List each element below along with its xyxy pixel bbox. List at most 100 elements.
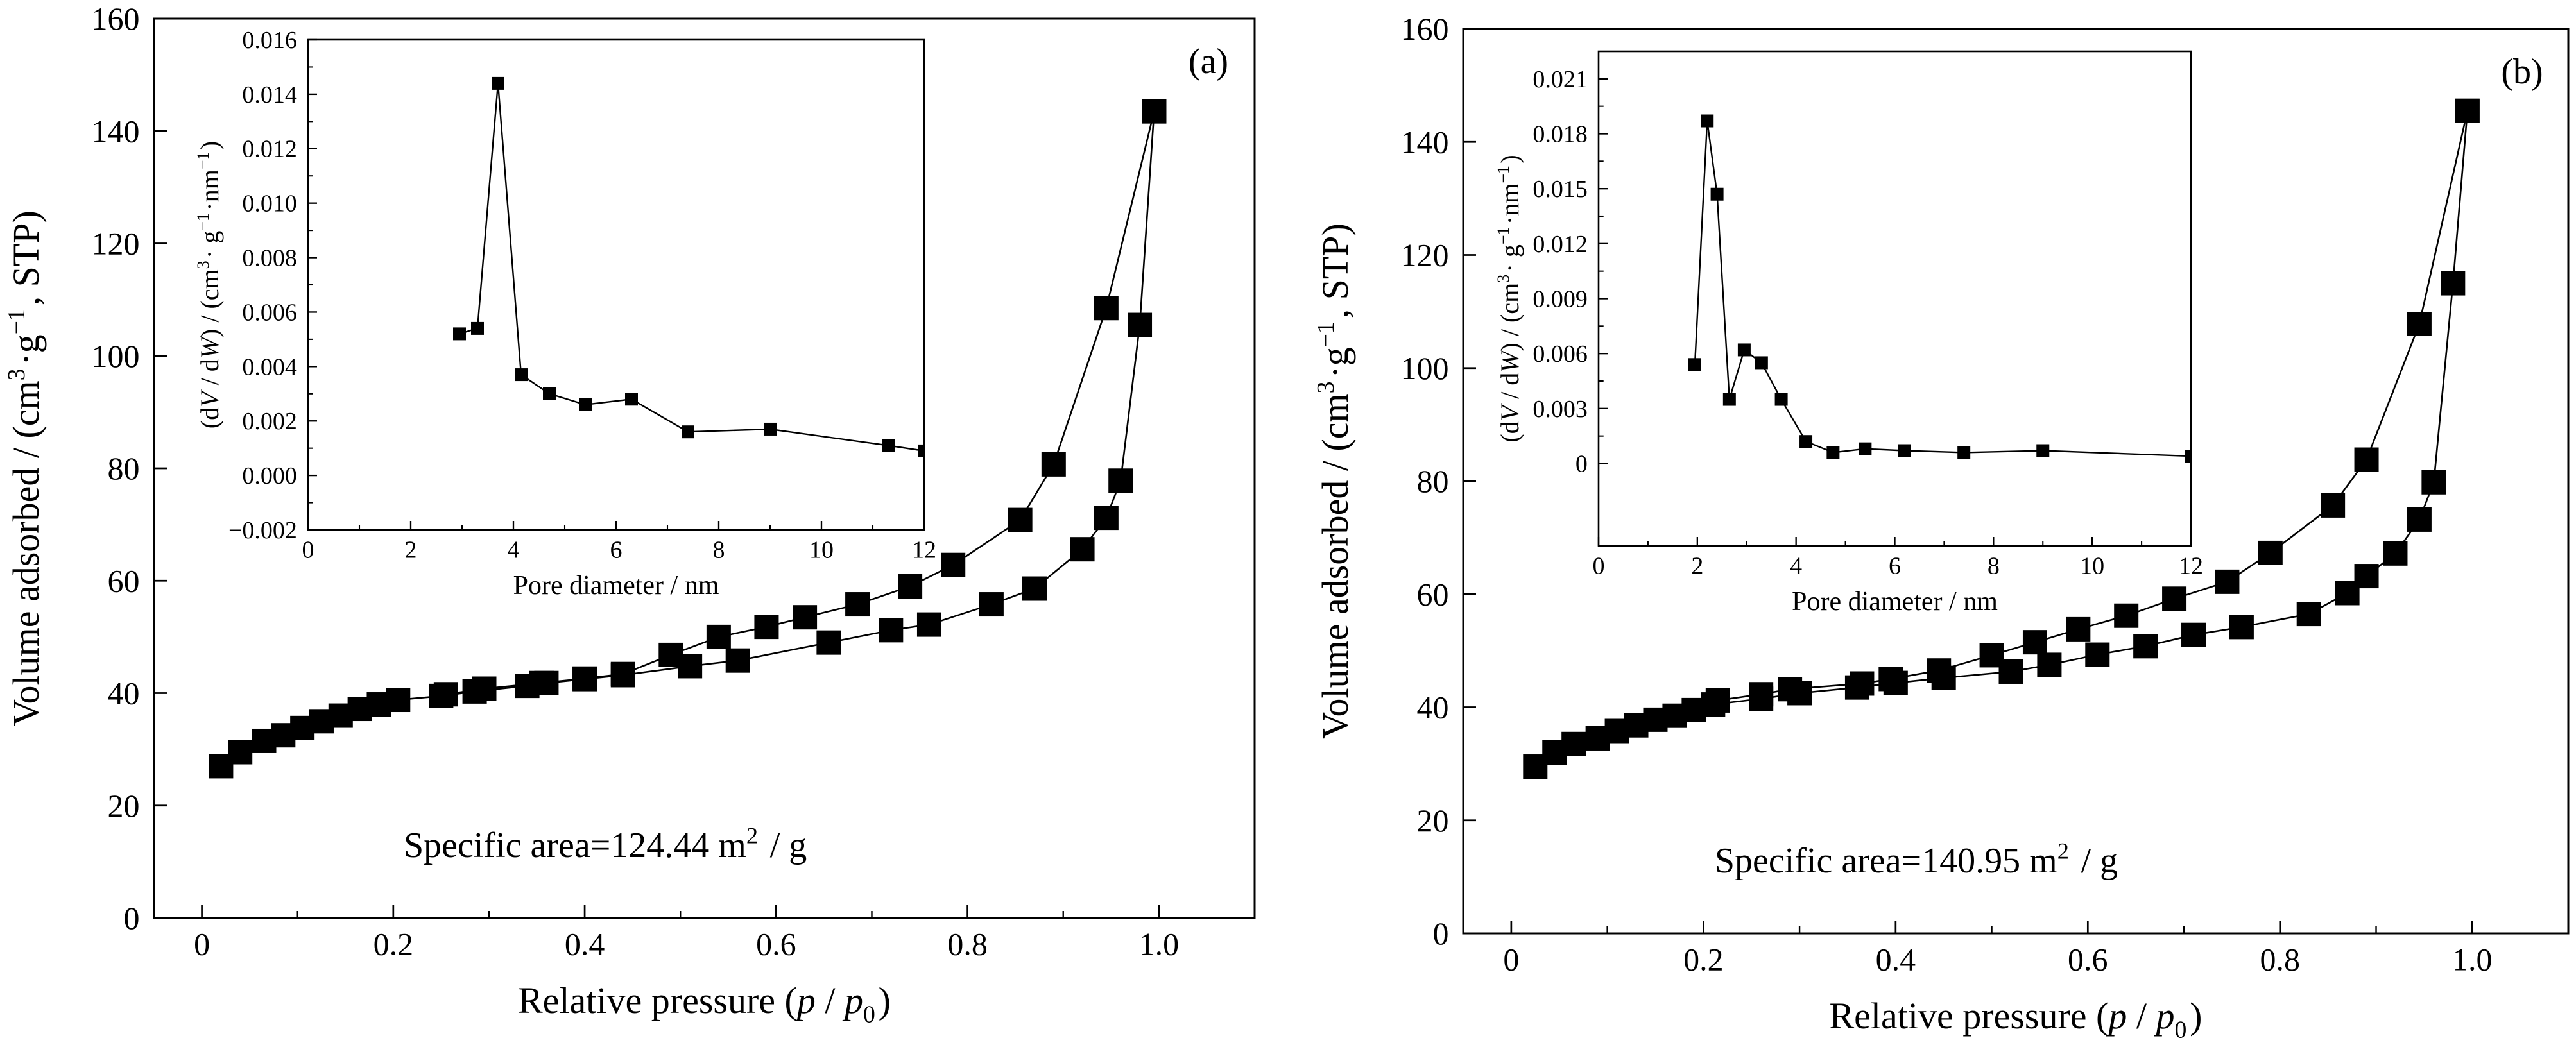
inset-y-tick-label: 0.012	[242, 136, 297, 163]
isotherm-data-point	[845, 592, 870, 617]
main-y-tick-label: 100	[92, 338, 140, 374]
main-x-axis-label: Relative pressure (p / p0 )	[518, 980, 891, 1028]
main-x-axis-label: Relative pressure (p / p0 )	[1830, 995, 2202, 1044]
main-y-tick-label: 120	[92, 226, 140, 262]
isotherm-data-point	[2455, 98, 2480, 123]
inset-data-point	[515, 368, 528, 382]
inset-x-tick-label: 8	[1988, 553, 2000, 580]
isotherm-data-point	[2321, 493, 2346, 518]
isotherm-data-point	[1979, 643, 2004, 668]
inset-y-tick-label: 0.008	[242, 244, 297, 271]
isotherm-data-point	[228, 740, 253, 765]
inset-background	[1599, 51, 2191, 546]
isotherm-data-point	[472, 676, 497, 701]
inset-data-point	[1799, 435, 1813, 448]
isotherm-data-point	[610, 661, 635, 686]
specific-area-annotation: Specific area=124.44 m2 / g	[404, 823, 807, 865]
inset-data-point	[1737, 343, 1751, 357]
isotherm-data-point	[2407, 312, 2432, 337]
isotherm-data-point	[1561, 731, 1586, 756]
inset-x-tick-label: 6	[1889, 553, 1901, 580]
isotherm-data-point	[979, 592, 1004, 617]
isotherm-data-point	[572, 666, 597, 691]
isotherm-data-point	[1878, 667, 1903, 692]
main-y-axis-label: Volume adsorbed / (cm3 ·g−1 , STP)	[3, 210, 47, 726]
main-x-tick-label: 0.2	[1683, 942, 1724, 978]
inset-data-point	[1722, 393, 1736, 406]
isotherm-data-point	[916, 612, 941, 637]
panel-b: 0 0.2 0.4 0.6 0.8 1.0020406080100120140160Rel…	[1312, 11, 2570, 1044]
inset-data	[1688, 114, 2191, 463]
isotherm-data-point	[1108, 468, 1133, 493]
inset-y-tick-label: 0.018	[1533, 121, 1588, 148]
isotherm-data-point	[2421, 470, 2446, 495]
inset-x-axis-label: Pore diameter / nm	[513, 571, 719, 600]
inset-data-point	[1755, 356, 1768, 370]
inset-x-tick-label: 6	[610, 537, 623, 564]
main-x-tick-label: 0	[194, 926, 210, 962]
panel-a: 0 0.2 0.4 0.6 0.8 1.0020406080100120140160Rel…	[3, 1, 1256, 1028]
main-x-tick-label: 0.2	[374, 926, 414, 962]
main-x-tick-label: 1.0	[1139, 926, 1180, 962]
isotherm-data-point	[754, 615, 779, 640]
isotherm-data-point	[1070, 537, 1095, 562]
main-y-tick-label: 0	[1433, 915, 1449, 951]
inset-y-tick-label: 0.016	[242, 27, 297, 54]
inset-data-point	[682, 425, 694, 439]
isotherm-data-point	[529, 670, 554, 695]
isotherm-data-point	[433, 682, 458, 707]
specific-area-annotation: Specific area=140.95 m2 / g	[1715, 838, 2118, 881]
inset-y-tick-label: 0	[1576, 450, 1588, 477]
inset-data-point	[625, 393, 638, 406]
isotherm-data-point	[2407, 507, 2432, 532]
inset-x-tick-label: 10	[2080, 553, 2104, 580]
main-x-tick-label: 0	[1503, 942, 1519, 978]
inset-y-tick-label: 0.012	[1533, 231, 1588, 258]
isotherm-data-point	[2133, 634, 2158, 659]
isotherm-data-point	[898, 574, 923, 599]
main-x-tick-label: 0.4	[1876, 942, 1916, 978]
main-x-tick-label: 0.6	[756, 926, 796, 962]
inset-data-point	[1688, 358, 1701, 371]
inset-data-point	[2185, 450, 2191, 463]
inset-y-tick-label: −0.002	[228, 517, 297, 544]
isotherm-data-point	[2354, 564, 2379, 589]
inset-data-point	[882, 439, 895, 452]
main-y-tick-label: 100	[1401, 350, 1449, 386]
inset-y-tick-label: 0.000	[242, 463, 297, 489]
inset-y-tick-label: 0.004	[242, 353, 297, 380]
isotherm-data-point	[2114, 603, 2139, 628]
inset-y-tick-label: 0.010	[242, 191, 297, 217]
inset-data-point	[471, 321, 484, 335]
isotherm-data-point	[879, 618, 904, 643]
inset-y-tick-label: 0.014	[242, 81, 297, 108]
isotherm-data-point	[1778, 677, 1803, 702]
inset-x-tick-label: 8	[713, 537, 725, 564]
inset-plot: 0 2 4 6 8 10 12 −0.002 0.000 0.002 0.004 0.006 0.008…	[194, 27, 936, 600]
inset-data-point	[2036, 444, 2050, 457]
isotherm-data-point	[816, 630, 841, 655]
isotherm-data-point	[2162, 586, 2187, 611]
isotherm-data-point	[2037, 652, 2062, 677]
inset-x-tick-label: 4	[1790, 553, 1802, 580]
inset-y-axis-label: (dV / dW) / (cm3 · g−1 ·nm−1 )	[1494, 155, 1524, 442]
inset-x-tick-label: 2	[1691, 553, 1703, 580]
main-y-tick-label: 160	[1401, 11, 1449, 47]
inset-x-tick-label: 12	[912, 537, 936, 564]
inset-plot: 0 2 4 6 8 10 12 0 0.003 0.006 0.009 0.012 0.015 0.018…	[1494, 50, 2203, 616]
inset-x-tick-label: 4	[508, 537, 520, 564]
isotherm-data-point	[706, 624, 731, 649]
main-y-tick-label: 140	[1401, 124, 1449, 160]
main-y-tick-label: 80	[108, 450, 140, 486]
main-x-tick-label: 0.8	[947, 926, 988, 962]
isotherm-data-point	[658, 642, 683, 667]
inset-y-axis-label: (dV / dW) / (cm3 · g−1 ·nm−1 )	[194, 141, 224, 429]
inset-y-tick-label: 0.003	[1533, 396, 1588, 423]
main-y-tick-label: 160	[92, 1, 140, 37]
isotherm-data-point	[2181, 622, 2206, 647]
inset-data-point	[1859, 442, 1872, 455]
isotherm-data-point	[1094, 506, 1119, 531]
inset-y-tick-label: 0.009	[1533, 285, 1588, 312]
